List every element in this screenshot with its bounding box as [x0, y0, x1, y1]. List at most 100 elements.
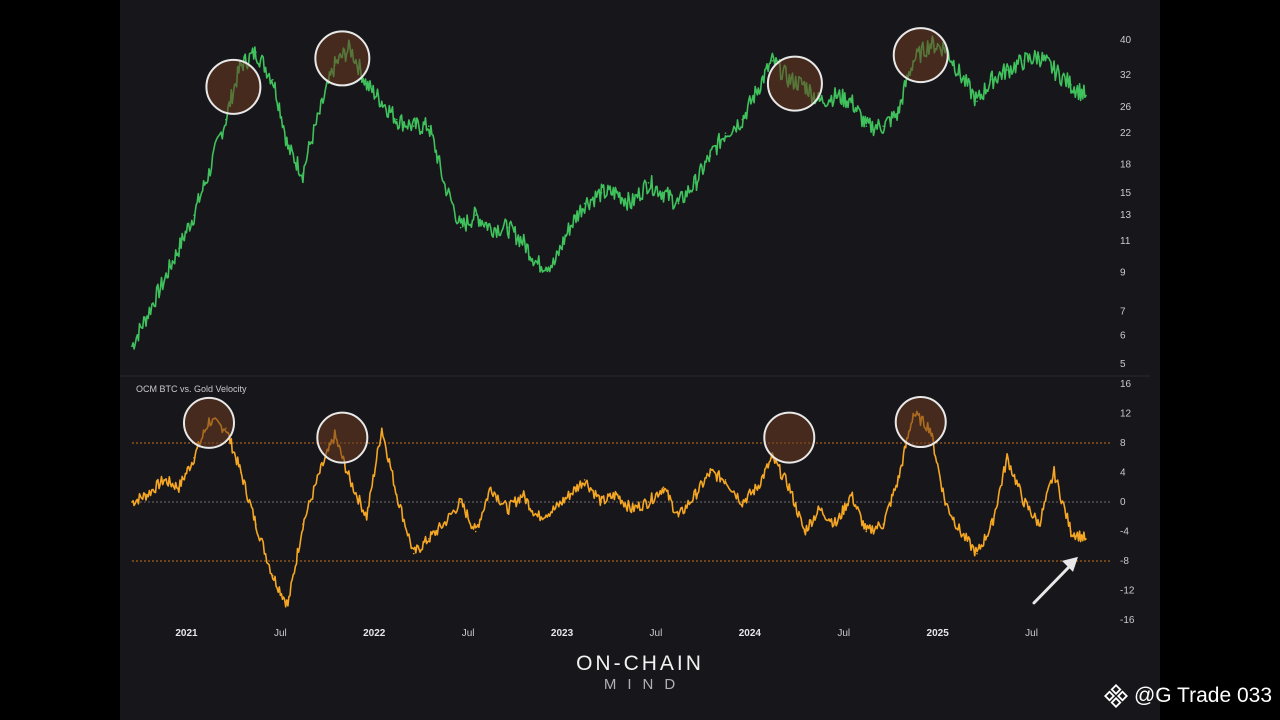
btc-gold-price-series-point [255, 51, 257, 53]
btc-gold-price-series-point [521, 240, 524, 242]
btc-gold-price-series-point [536, 263, 539, 265]
btc-gold-price-series-point [365, 84, 368, 86]
peak-highlight-circle [205, 58, 262, 115]
btc-gold-price-series-point [506, 226, 509, 229]
btc-gold-price-series-point [771, 60, 774, 62]
arrow-head-icon [1062, 556, 1078, 572]
brand-line2: MIND [603, 676, 687, 693]
peak-highlight-circle [182, 396, 235, 449]
btc-gold-price-series-point [1006, 69, 1008, 71]
velocity-series-point [835, 523, 838, 525]
btc-gold-price-series [131, 35, 1087, 350]
bottom-y-tick-label: -16 [1120, 615, 1135, 626]
velocity-series-point [412, 552, 415, 555]
velocity-series-point [442, 523, 445, 525]
velocity-series-point [568, 493, 571, 496]
btc-gold-price-series-point [459, 226, 462, 229]
btc-gold-price-series-point [709, 155, 712, 157]
velocity-series-point [630, 508, 633, 511]
velocity-series-point [1006, 456, 1008, 459]
annotation-layer [182, 27, 1078, 605]
btc-gold-price-series-point [553, 263, 556, 265]
btc-gold-price-series-point [724, 132, 727, 134]
arrow-shaft [1032, 562, 1074, 605]
btc-gold-price-series-point [474, 214, 477, 216]
x-tick-label: Jul [837, 628, 850, 639]
velocity-series-point [395, 493, 398, 496]
top-y-tick-label: 13 [1120, 210, 1132, 221]
velocity-series-point [131, 501, 133, 503]
velocity-series-point [1053, 471, 1055, 474]
velocity-series-point [536, 515, 539, 518]
velocity-series-point [583, 479, 586, 481]
btc-gold-price-series-point [1085, 94, 1087, 97]
top-y-tick-label: 32 [1120, 70, 1132, 81]
velocity-series-point [349, 479, 351, 481]
btc-gold-price-series-point [208, 172, 210, 175]
btc-gold-price-series-point [193, 214, 195, 216]
velocity-series-point [365, 515, 368, 518]
bottom-velocity-panel: OCM BTC vs. Gold Velocity 16 12 8 4 0 -4 -8 -12… [131, 379, 1135, 626]
btc-gold-price-series-point [163, 280, 165, 283]
btc-gold-price-series-point [1070, 84, 1072, 86]
velocity-series-point [803, 530, 806, 533]
velocity-series-point [427, 538, 430, 540]
top-y-tick-label: 40 [1120, 35, 1132, 46]
x-tick-label: 2023 [551, 628, 574, 639]
peak-highlight-circle [894, 396, 947, 449]
btc-gold-price-series-point [850, 100, 853, 103]
btc-gold-price-series-point [146, 315, 148, 317]
btc-gold-price-series-point [412, 125, 415, 128]
velocity-series-point [287, 604, 289, 607]
x-tick-label: Jul [650, 628, 663, 639]
top-y-tick-label: 5 [1120, 359, 1126, 370]
velocity-series-point [459, 501, 462, 503]
top-y-tick-label: 9 [1120, 267, 1126, 278]
btc-gold-price-series-point [489, 226, 492, 229]
velocity-series-point [944, 501, 946, 503]
velocity-series-point [255, 523, 257, 525]
btc-gold-price-series-point [380, 100, 383, 103]
bottom-y-tick-label: -12 [1120, 586, 1135, 597]
velocity-series-point [302, 523, 304, 525]
btc-gold-price-series-point [865, 125, 868, 128]
peak-highlight-circle [766, 55, 823, 112]
btc-gold-price-series-point [647, 181, 650, 184]
watermark: @G Trade 033 [1103, 684, 1272, 708]
chart-panel: 40 32 26 22 18 15 13 11 9 7 6 5 OCM BTC vs. Gold Ve… [120, 0, 1160, 720]
btc-gold-price-series-point [615, 192, 618, 194]
velocity-series-point [272, 574, 274, 577]
btc-gold-price-series-point [897, 112, 900, 115]
velocity-series-point [489, 486, 492, 489]
btc-gold-price-series-point [835, 94, 838, 97]
btc-gold-price-series-point [662, 192, 665, 194]
top-y-tick-label: 6 [1120, 331, 1126, 342]
btc-gold-price-series-point [318, 112, 321, 115]
btc-gold-price-series-point [976, 100, 978, 103]
velocity-series-point [865, 530, 868, 533]
brand-logo: ON-CHAIN MIND [0, 652, 1280, 694]
velocity-series-point [178, 486, 180, 489]
x-tick-label: 2024 [739, 628, 762, 639]
btc-gold-price-series-point [991, 78, 993, 81]
velocity-panel-title: OCM BTC vs. Gold Velocity [136, 384, 247, 394]
bottom-y-tick-label: -4 [1120, 527, 1129, 538]
btc-gold-price-series-point [131, 345, 133, 348]
velocity-series-point [615, 493, 618, 496]
velocity-series-point [146, 493, 148, 496]
velocity-series-point [553, 508, 556, 511]
btc-gold-price-series-point [741, 118, 744, 121]
velocity-series-point [991, 523, 993, 525]
bottom-y-tick-label: 0 [1120, 497, 1126, 508]
velocity-series-point [1085, 538, 1087, 540]
peak-highlight-circle [314, 30, 371, 87]
btc-gold-price-series-point [583, 202, 586, 205]
btc-gold-price-series-point [694, 181, 697, 184]
velocity-series-point [647, 501, 650, 503]
top-price-panel: 40 32 26 22 18 15 13 11 9 7 6 5 [131, 35, 1132, 370]
btc-gold-price-series-point [600, 192, 603, 194]
velocity-series-point [756, 486, 759, 489]
velocity-series-point [380, 427, 383, 430]
btc-gold-price-series-point [756, 89, 759, 91]
velocity-series-point [600, 501, 603, 503]
